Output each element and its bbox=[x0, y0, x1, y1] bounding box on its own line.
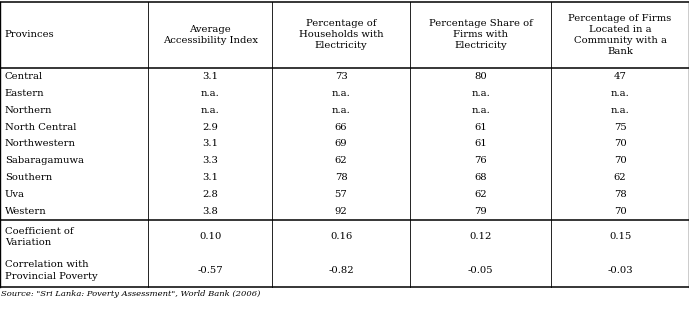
Text: 78: 78 bbox=[614, 190, 626, 199]
Text: 68: 68 bbox=[474, 173, 487, 182]
Text: 0.10: 0.10 bbox=[199, 232, 221, 241]
Text: Percentage of
Households with
Electricity: Percentage of Households with Electricit… bbox=[299, 19, 383, 50]
Text: 92: 92 bbox=[335, 207, 347, 216]
Text: Eastern: Eastern bbox=[5, 89, 45, 98]
Text: n.a.: n.a. bbox=[471, 89, 490, 98]
Text: 62: 62 bbox=[474, 190, 487, 199]
Text: 76: 76 bbox=[474, 156, 487, 165]
Text: Northern: Northern bbox=[5, 106, 52, 115]
Text: Southern: Southern bbox=[5, 173, 52, 182]
Text: n.a.: n.a. bbox=[610, 89, 630, 98]
Text: n.a.: n.a. bbox=[200, 89, 220, 98]
Text: 66: 66 bbox=[335, 123, 347, 132]
Text: 80: 80 bbox=[474, 72, 487, 81]
Text: 47: 47 bbox=[614, 72, 626, 81]
Text: Central: Central bbox=[5, 72, 43, 81]
Text: n.a.: n.a. bbox=[610, 106, 630, 115]
Text: -0.03: -0.03 bbox=[607, 266, 633, 275]
Text: 2.9: 2.9 bbox=[202, 123, 218, 132]
Text: 75: 75 bbox=[614, 123, 626, 132]
Text: -0.57: -0.57 bbox=[197, 266, 223, 275]
Text: Percentage Share of
Firms with
Electricity: Percentage Share of Firms with Electrici… bbox=[429, 19, 533, 50]
Text: 69: 69 bbox=[335, 139, 347, 148]
Text: 3.1: 3.1 bbox=[202, 139, 218, 148]
Text: Source: "Sri Lanka: Poverty Assessment", World Bank (2006): Source: "Sri Lanka: Poverty Assessment",… bbox=[1, 290, 260, 298]
Text: 62: 62 bbox=[614, 173, 626, 182]
Text: 3.3: 3.3 bbox=[202, 156, 218, 165]
Text: Provinces: Provinces bbox=[5, 30, 54, 39]
Text: 57: 57 bbox=[335, 190, 347, 199]
Text: 3.1: 3.1 bbox=[202, 173, 218, 182]
Text: 0.12: 0.12 bbox=[469, 232, 492, 241]
Text: -0.05: -0.05 bbox=[468, 266, 493, 275]
Text: 0.16: 0.16 bbox=[330, 232, 352, 241]
Text: 79: 79 bbox=[474, 207, 487, 216]
Text: Sabaragamuwa: Sabaragamuwa bbox=[5, 156, 84, 165]
Text: Coefficient of
Variation: Coefficient of Variation bbox=[5, 227, 74, 247]
Text: -0.82: -0.82 bbox=[328, 266, 354, 275]
Text: Northwestern: Northwestern bbox=[5, 139, 76, 148]
Text: 70: 70 bbox=[614, 156, 626, 165]
Text: 70: 70 bbox=[614, 207, 626, 216]
Text: Western: Western bbox=[5, 207, 47, 216]
Text: Correlation with
Provincial Poverty: Correlation with Provincial Poverty bbox=[5, 260, 97, 281]
Text: 3.1: 3.1 bbox=[202, 72, 218, 81]
Text: Average
Accessibility Index: Average Accessibility Index bbox=[163, 25, 258, 45]
Text: Uva: Uva bbox=[5, 190, 25, 199]
Text: 62: 62 bbox=[335, 156, 347, 165]
Text: n.a.: n.a. bbox=[471, 106, 490, 115]
Text: n.a.: n.a. bbox=[331, 106, 351, 115]
Text: Percentage of Firms
Located in a
Community with a
Bank: Percentage of Firms Located in a Communi… bbox=[568, 14, 672, 56]
Text: 70: 70 bbox=[614, 139, 626, 148]
Text: 0.15: 0.15 bbox=[609, 232, 631, 241]
Text: 2.8: 2.8 bbox=[202, 190, 218, 199]
Text: North Central: North Central bbox=[5, 123, 76, 132]
Text: 3.8: 3.8 bbox=[202, 207, 218, 216]
Text: 73: 73 bbox=[335, 72, 347, 81]
Text: 61: 61 bbox=[474, 139, 487, 148]
Text: 78: 78 bbox=[335, 173, 347, 182]
Text: n.a.: n.a. bbox=[331, 89, 351, 98]
Text: n.a.: n.a. bbox=[200, 106, 220, 115]
Text: 61: 61 bbox=[474, 123, 487, 132]
